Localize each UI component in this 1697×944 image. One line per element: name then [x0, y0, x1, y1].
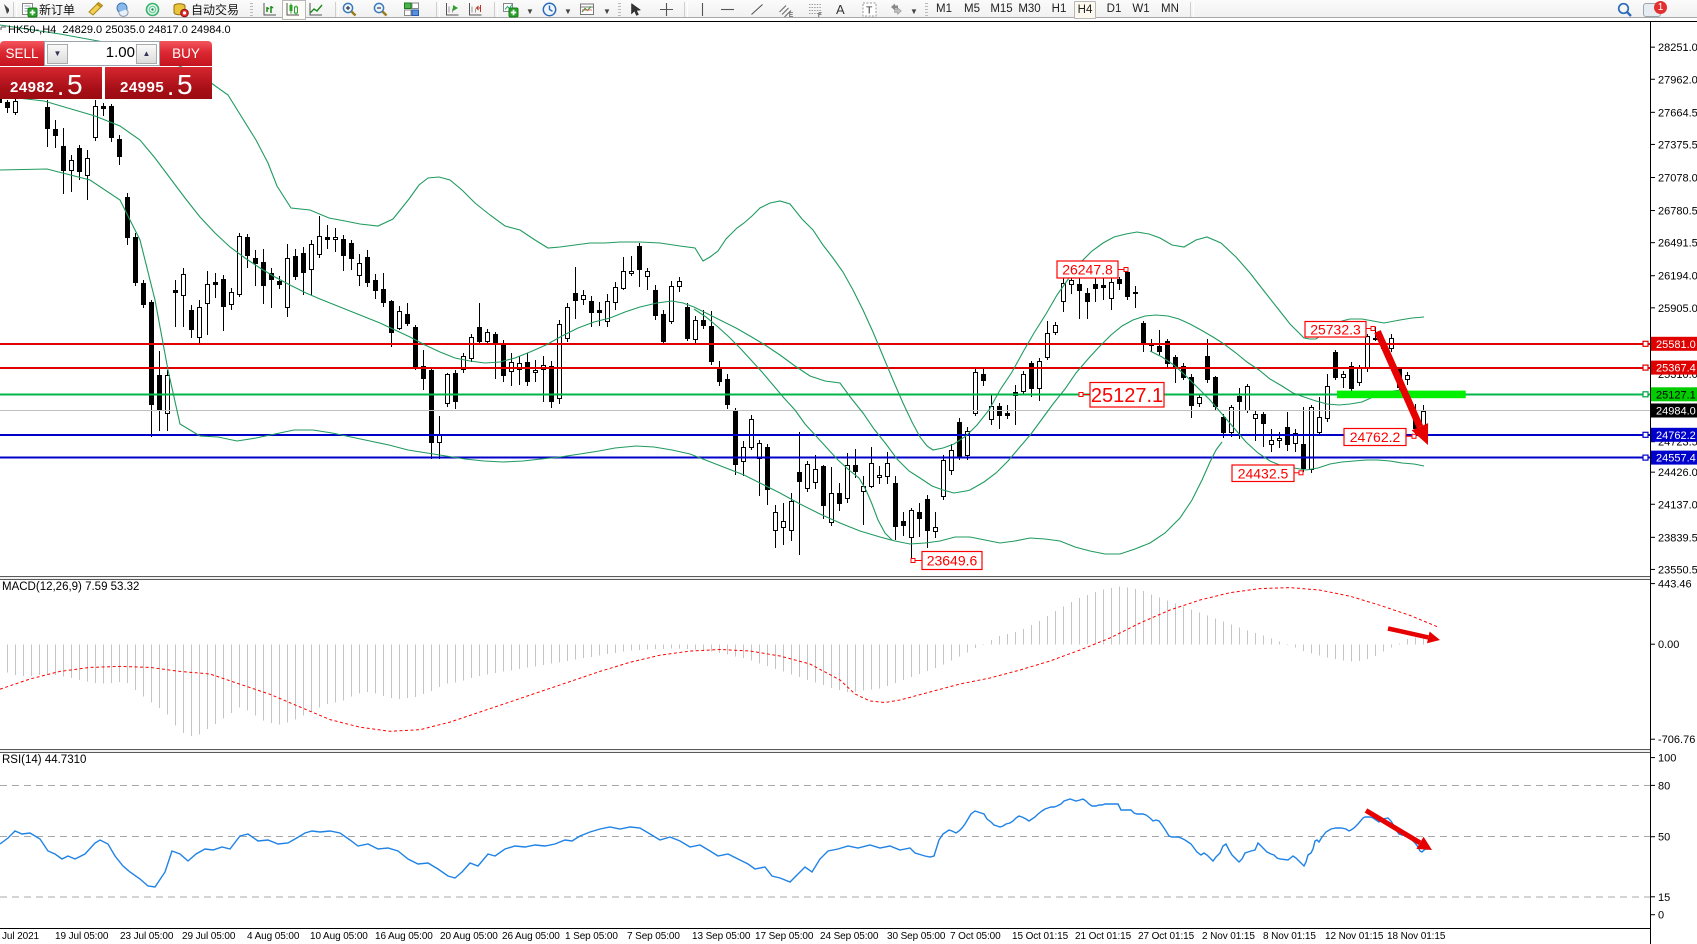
svg-text:27664.5: 27664.5 — [1658, 107, 1697, 119]
svg-text:10 Aug 05:00: 10 Aug 05:00 — [310, 931, 368, 942]
svg-text:24432.5: 24432.5 — [1238, 465, 1289, 481]
svg-text:24137.0: 24137.0 — [1658, 499, 1697, 511]
svg-text:1 Sep 05:00: 1 Sep 05:00 — [565, 931, 618, 942]
svg-text:30 Sep 05:00: 30 Sep 05:00 — [887, 931, 946, 942]
svg-text:7 Oct 05:00: 7 Oct 05:00 — [950, 931, 1001, 942]
svg-text:16 Aug 05:00: 16 Aug 05:00 — [375, 931, 433, 942]
svg-text:443.46: 443.46 — [1658, 579, 1692, 591]
svg-text:15 Oct 01:15: 15 Oct 01:15 — [1012, 931, 1069, 942]
svg-text:26491.5: 26491.5 — [1658, 238, 1697, 250]
svg-text:HK50-,H4 24829.0 25035.0 2481: HK50-,H4 24829.0 25035.0 24817.0 24984.0 — [8, 24, 231, 36]
svg-text:23649.6: 23649.6 — [927, 553, 978, 569]
svg-text:15: 15 — [1658, 892, 1670, 904]
svg-text:25732.3: 25732.3 — [1310, 321, 1361, 337]
svg-text:T: T — [866, 5, 873, 17]
svg-text:26 Aug 05:00: 26 Aug 05:00 — [502, 931, 560, 942]
svg-text:0.00: 0.00 — [1658, 639, 1679, 651]
svg-text:80: 80 — [1658, 780, 1670, 792]
svg-text:27962.0: 27962.0 — [1658, 74, 1697, 86]
svg-text:28251.0: 28251.0 — [1658, 42, 1697, 54]
svg-text:27375.5: 27375.5 — [1658, 139, 1697, 151]
svg-text:7 Sep 05:00: 7 Sep 05:00 — [627, 931, 680, 942]
svg-text:0: 0 — [1658, 910, 1664, 922]
svg-text:13 Sep 05:00: 13 Sep 05:00 — [692, 931, 751, 942]
svg-text:25905.0: 25905.0 — [1658, 303, 1697, 315]
svg-text:8 Nov 01:15: 8 Nov 01:15 — [1263, 931, 1316, 942]
svg-text:-706.76: -706.76 — [1658, 734, 1695, 746]
svg-text:24762.2: 24762.2 — [1656, 430, 1696, 442]
svg-text:50: 50 — [1658, 832, 1670, 844]
svg-text:RSI(14) 44.7310: RSI(14) 44.7310 — [2, 754, 86, 766]
svg-text:18 Nov 01:15: 18 Nov 01:15 — [1387, 931, 1446, 942]
svg-text:23 Jul 05:00: 23 Jul 05:00 — [120, 931, 174, 942]
svg-text:29 Jul 05:00: 29 Jul 05:00 — [182, 931, 236, 942]
svg-text:E: E — [789, 12, 794, 18]
svg-text:26780.5: 26780.5 — [1658, 206, 1697, 218]
svg-text:100: 100 — [1658, 753, 1676, 765]
svg-text:27 Oct 01:15: 27 Oct 01:15 — [1138, 931, 1195, 942]
svg-text:21 Oct 01:15: 21 Oct 01:15 — [1075, 931, 1132, 942]
svg-text:17 Sep 05:00: 17 Sep 05:00 — [755, 931, 814, 942]
svg-text:25127.1: 25127.1 — [1656, 389, 1696, 401]
svg-text:25127.1: 25127.1 — [1091, 385, 1163, 407]
svg-text:24984.0: 24984.0 — [1656, 406, 1696, 418]
svg-text:2 Nov 01:15: 2 Nov 01:15 — [1202, 931, 1255, 942]
svg-text:25581.0: 25581.0 — [1656, 339, 1696, 351]
svg-text:24762.2: 24762.2 — [1350, 429, 1401, 445]
svg-text:25367.4: 25367.4 — [1656, 363, 1696, 375]
svg-text:26247.8: 26247.8 — [1062, 262, 1113, 278]
svg-text:24426.0: 24426.0 — [1658, 467, 1697, 479]
svg-text:12 Nov 01:15: 12 Nov 01:15 — [1325, 931, 1384, 942]
svg-text:MACD(12,26,9) 7.59 53.32: MACD(12,26,9) 7.59 53.32 — [2, 581, 139, 593]
svg-text:20 Aug 05:00: 20 Aug 05:00 — [440, 931, 498, 942]
svg-text:27078.0: 27078.0 — [1658, 172, 1697, 184]
svg-text:Jul 2021: Jul 2021 — [2, 931, 40, 942]
svg-text:26194.0: 26194.0 — [1658, 271, 1697, 283]
svg-text:19 Jul 05:00: 19 Jul 05:00 — [55, 931, 109, 942]
svg-text:23550.5: 23550.5 — [1658, 564, 1697, 576]
svg-text:24557.4: 24557.4 — [1656, 453, 1696, 465]
svg-text:23839.5: 23839.5 — [1658, 532, 1697, 544]
svg-text:24 Sep 05:00: 24 Sep 05:00 — [820, 931, 879, 942]
svg-text:4 Aug 05:00: 4 Aug 05:00 — [247, 931, 300, 942]
svg-text:F: F — [818, 12, 822, 18]
